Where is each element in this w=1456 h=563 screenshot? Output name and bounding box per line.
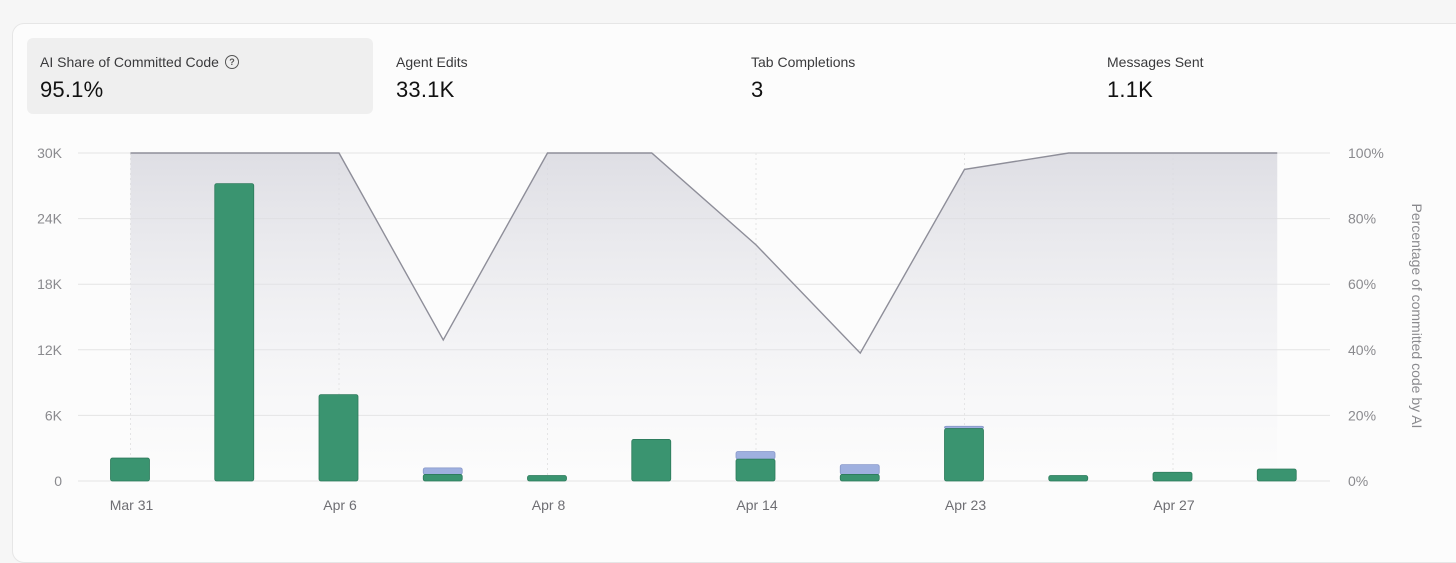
left-tick-label: 24K (37, 211, 63, 227)
metric-value: 1.1K (1107, 77, 1154, 102)
metric-label: AI Share of Committed Code ? (40, 53, 373, 71)
left-tick-label: 6K (45, 407, 63, 423)
metric-value: 95.1% (40, 77, 104, 102)
percentage-area-fill (130, 153, 1278, 481)
x-tick-label: Apr 6 (323, 497, 357, 513)
bar-primary (422, 474, 463, 482)
bar-secondary (422, 467, 463, 475)
bar-primary (1256, 468, 1297, 482)
percentage-area (130, 153, 1278, 481)
bar-primary (527, 475, 567, 482)
metric-label-text: AI Share of Committed Code (40, 54, 219, 70)
metric-label: Agent Edits (396, 54, 468, 70)
percentage-line-path (130, 152, 1278, 355)
bar-primary (214, 183, 255, 482)
metric-messages-sent[interactable]: Messages Sent 1.1K (1094, 38, 1440, 114)
x-tick-label: Apr 8 (532, 497, 566, 513)
right-tick-label: 100% (1348, 145, 1384, 161)
left-tick-label: 18K (37, 276, 63, 292)
metric-agent-edits[interactable]: Agent Edits 33.1K (383, 38, 729, 114)
metric-tab-completions[interactable]: Tab Completions 3 (738, 38, 1084, 114)
bar-secondary (735, 451, 776, 460)
percentage-line (130, 152, 1278, 355)
metric-value: 3 (751, 77, 764, 102)
right-tick-label: 80% (1348, 211, 1376, 227)
x-tick-label: Mar 31 (110, 497, 154, 513)
right-tick-label: 40% (1348, 342, 1376, 358)
right-tick-label: 0% (1348, 473, 1368, 489)
metric-label: Tab Completions (751, 54, 856, 70)
question-circle-icon[interactable]: ? (224, 55, 239, 69)
metrics-row: AI Share of Committed Code ? 95.1% Agent… (27, 38, 1447, 114)
x-tick-label: Apr 27 (1153, 497, 1194, 513)
bar-primary (631, 439, 672, 482)
bar-primary (944, 428, 984, 482)
bar-primary (1152, 471, 1193, 482)
bar-primary (1048, 475, 1089, 482)
metric-label: Messages Sent (1107, 54, 1204, 70)
right-tick-label: 20% (1348, 407, 1376, 423)
bar-primary (110, 457, 150, 482)
x-tick-label: Apr 14 (736, 497, 777, 513)
bar-secondary (839, 464, 880, 475)
x-tick-label: Apr 23 (945, 497, 986, 513)
bar-primary (735, 458, 776, 482)
left-tick-label: 12K (37, 342, 63, 358)
axes: 0 0% 6K 20% 12K 40% 18K 60% 24K 80% 30K 100% Mar 31 A… (37, 145, 1425, 513)
right-axis-label: Percentage of committed code by AI (1409, 204, 1425, 429)
left-tick-label: 30K (37, 145, 63, 161)
left-tick-label: 0 (54, 473, 62, 489)
metric-value: 33.1K (396, 77, 455, 102)
right-tick-label: 60% (1348, 276, 1376, 292)
metric-ai-share[interactable]: AI Share of Committed Code ? 95.1% (27, 38, 373, 114)
bar-primary (318, 394, 359, 482)
bars (110, 183, 1297, 482)
bar-primary (839, 474, 880, 482)
chart: 0 0% 6K 20% 12K 40% 18K 60% 24K 80% 30K 100% Mar 31 A… (37, 145, 1425, 513)
